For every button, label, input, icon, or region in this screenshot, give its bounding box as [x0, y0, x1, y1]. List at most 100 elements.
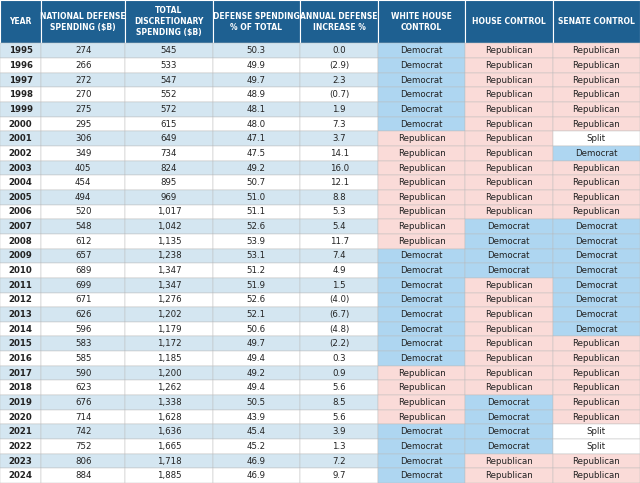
Text: Democrat: Democrat — [401, 76, 443, 85]
Bar — [300, 131, 378, 146]
Text: Democrat: Democrat — [575, 281, 618, 290]
Text: 1999: 1999 — [8, 105, 33, 114]
Text: 615: 615 — [161, 120, 177, 128]
Bar — [125, 293, 212, 307]
Bar — [0, 43, 41, 58]
Bar — [125, 395, 212, 410]
Bar — [465, 425, 552, 439]
Bar — [465, 410, 552, 425]
Bar — [552, 131, 640, 146]
Text: 2010: 2010 — [9, 266, 33, 275]
Bar — [212, 425, 300, 439]
Bar — [41, 366, 125, 381]
Text: 1,665: 1,665 — [157, 442, 181, 451]
Text: 742: 742 — [75, 427, 92, 436]
Bar — [378, 234, 465, 249]
Bar — [125, 0, 212, 43]
Bar — [465, 146, 552, 161]
Text: 1,347: 1,347 — [157, 266, 181, 275]
Bar — [0, 337, 41, 351]
Text: 1,262: 1,262 — [157, 384, 181, 392]
Bar — [125, 469, 212, 483]
Text: 1,718: 1,718 — [157, 456, 181, 466]
Bar — [212, 381, 300, 395]
Text: Republican: Republican — [485, 369, 532, 378]
Text: 46.9: 46.9 — [247, 456, 266, 466]
Bar — [378, 263, 465, 278]
Bar — [0, 117, 41, 131]
Text: 51.1: 51.1 — [247, 208, 266, 216]
Bar — [0, 190, 41, 205]
Bar — [465, 278, 552, 293]
Bar — [125, 102, 212, 117]
Bar — [378, 381, 465, 395]
Text: 0.0: 0.0 — [332, 46, 346, 55]
Text: Republican: Republican — [572, 208, 620, 216]
Text: Democrat: Democrat — [401, 90, 443, 99]
Text: 266: 266 — [75, 61, 92, 70]
Text: 2003: 2003 — [9, 164, 33, 172]
Text: Republican: Republican — [485, 325, 532, 334]
Bar — [0, 219, 41, 234]
Bar — [41, 73, 125, 87]
Bar — [465, 395, 552, 410]
Bar — [41, 117, 125, 131]
Text: Republican: Republican — [485, 105, 532, 114]
Bar — [0, 87, 41, 102]
Bar — [212, 410, 300, 425]
Text: Republican: Republican — [485, 178, 532, 187]
Text: Democrat: Democrat — [401, 310, 443, 319]
Bar — [212, 278, 300, 293]
Bar — [0, 249, 41, 263]
Text: Republican: Republican — [485, 281, 532, 290]
Text: 520: 520 — [75, 208, 92, 216]
Bar — [552, 322, 640, 337]
Text: Democrat: Democrat — [575, 266, 618, 275]
Bar — [465, 454, 552, 469]
Bar — [552, 293, 640, 307]
Bar — [378, 278, 465, 293]
Bar — [300, 469, 378, 483]
Text: Democrat: Democrat — [488, 237, 530, 246]
Bar — [41, 205, 125, 219]
Bar — [212, 205, 300, 219]
Text: Democrat: Democrat — [575, 222, 618, 231]
Bar — [212, 146, 300, 161]
Text: Democrat: Democrat — [488, 427, 530, 436]
Text: 596: 596 — [75, 325, 92, 334]
Text: Republican: Republican — [485, 193, 532, 202]
Text: Republican: Republican — [572, 398, 620, 407]
Bar — [0, 234, 41, 249]
Text: Democrat: Democrat — [401, 340, 443, 348]
Bar — [41, 263, 125, 278]
Text: 806: 806 — [75, 456, 92, 466]
Bar — [552, 0, 640, 43]
Bar — [300, 439, 378, 454]
Bar — [465, 190, 552, 205]
Text: 3.7: 3.7 — [332, 134, 346, 143]
Bar — [212, 263, 300, 278]
Bar — [465, 322, 552, 337]
Bar — [552, 439, 640, 454]
Bar — [125, 425, 212, 439]
Text: Democrat: Democrat — [488, 442, 530, 451]
Text: Republican: Republican — [485, 149, 532, 158]
Text: 47.1: 47.1 — [247, 134, 266, 143]
Text: Democrat: Democrat — [401, 252, 443, 260]
Bar — [378, 175, 465, 190]
Bar — [0, 395, 41, 410]
Bar — [378, 190, 465, 205]
Text: Republican: Republican — [572, 412, 620, 422]
Bar — [212, 43, 300, 58]
Bar — [300, 58, 378, 73]
Bar — [212, 366, 300, 381]
Bar — [41, 395, 125, 410]
Text: 548: 548 — [75, 222, 92, 231]
Text: 2011: 2011 — [9, 281, 33, 290]
Text: 3.9: 3.9 — [332, 427, 346, 436]
Text: 45.2: 45.2 — [247, 442, 266, 451]
Text: 49.7: 49.7 — [247, 340, 266, 348]
Bar — [41, 469, 125, 483]
Bar — [0, 73, 41, 87]
Text: 547: 547 — [161, 76, 177, 85]
